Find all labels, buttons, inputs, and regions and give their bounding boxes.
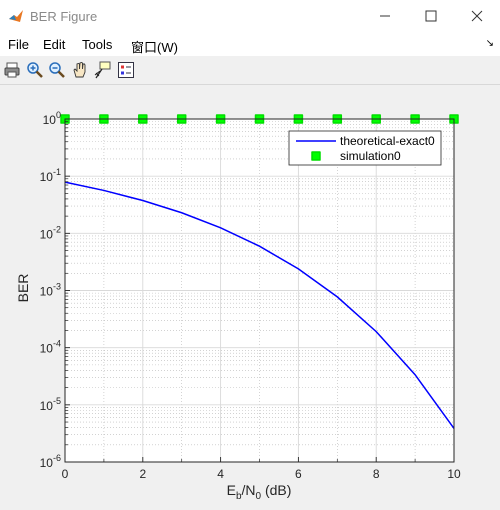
x-tick-label: 0 bbox=[62, 467, 69, 481]
legend-icon[interactable] bbox=[117, 61, 135, 79]
x-tick-label: 2 bbox=[139, 467, 146, 481]
toolbar bbox=[0, 56, 500, 85]
maximize-icon bbox=[425, 10, 437, 22]
minimize-button[interactable] bbox=[362, 0, 408, 32]
legend-marker-swatch bbox=[311, 151, 321, 161]
y-tick-label: 10-5 bbox=[40, 396, 61, 413]
x-tick-label: 8 bbox=[373, 467, 380, 481]
matlab-logo-icon bbox=[9, 10, 23, 22]
zoom-in-icon[interactable] bbox=[26, 61, 44, 79]
close-button[interactable] bbox=[454, 0, 500, 32]
y-tick-label: 10-2 bbox=[40, 224, 61, 241]
y-tick-label: 10-6 bbox=[40, 453, 61, 470]
y-tick-label: 100 bbox=[43, 110, 61, 127]
tick-marks bbox=[64, 118, 455, 463]
menu-file[interactable]: File bbox=[8, 37, 29, 52]
menu-bar: File Edit Tools 窗口(W) bbox=[0, 32, 500, 56]
y-axis-label: BER bbox=[15, 274, 31, 303]
x-tick-label: 4 bbox=[217, 467, 224, 481]
y-tick-labels: 100 10-1 10-2 10-3 10-4 10-5 10-6 bbox=[40, 110, 61, 470]
menu-window[interactable]: 窗口(W) bbox=[131, 40, 178, 55]
menu-edit[interactable]: Edit bbox=[43, 37, 66, 52]
legend-label-theoretical: theoretical-exact0 bbox=[340, 134, 435, 148]
series-line-theoretical bbox=[64, 181, 455, 429]
x-axis-label: Eb/N0 (dB) bbox=[227, 482, 292, 502]
data-cursor-icon[interactable] bbox=[94, 61, 112, 79]
legend-label-simulation: simulation0 bbox=[340, 149, 401, 163]
title-bar: BER Figure bbox=[0, 0, 500, 32]
y-tick-label: 10-3 bbox=[40, 282, 61, 299]
menu-tools[interactable]: Tools bbox=[82, 37, 113, 52]
figure-canvas: 0 2 4 6 8 10 100 10-1 10-2 10-3 10-4 10-5 10-6 Eb/N… bbox=[0, 85, 500, 510]
x-tick-label: 6 bbox=[295, 467, 302, 481]
legend[interactable]: theoretical-exact0 simulation0 bbox=[288, 130, 442, 166]
window-title: BER Figure bbox=[30, 9, 98, 24]
y-tick-label: 10-1 bbox=[40, 167, 61, 184]
dock-arrow-icon[interactable]: ↘ bbox=[485, 38, 494, 49]
ber-plot[interactable]: 0 2 4 6 8 10 100 10-1 10-2 10-3 10-4 10-5 10-6 Eb/N… bbox=[0, 85, 500, 510]
close-icon bbox=[471, 10, 483, 22]
minimize-icon bbox=[380, 15, 390, 17]
print-icon[interactable] bbox=[3, 61, 21, 79]
x-tick-label: 10 bbox=[447, 467, 461, 481]
pan-icon[interactable] bbox=[71, 61, 89, 79]
zoom-out-icon[interactable] bbox=[48, 61, 66, 79]
y-tick-label: 10-4 bbox=[40, 339, 61, 356]
x-tick-labels: 0 2 4 6 8 10 bbox=[62, 467, 461, 481]
maximize-button[interactable] bbox=[408, 0, 454, 32]
